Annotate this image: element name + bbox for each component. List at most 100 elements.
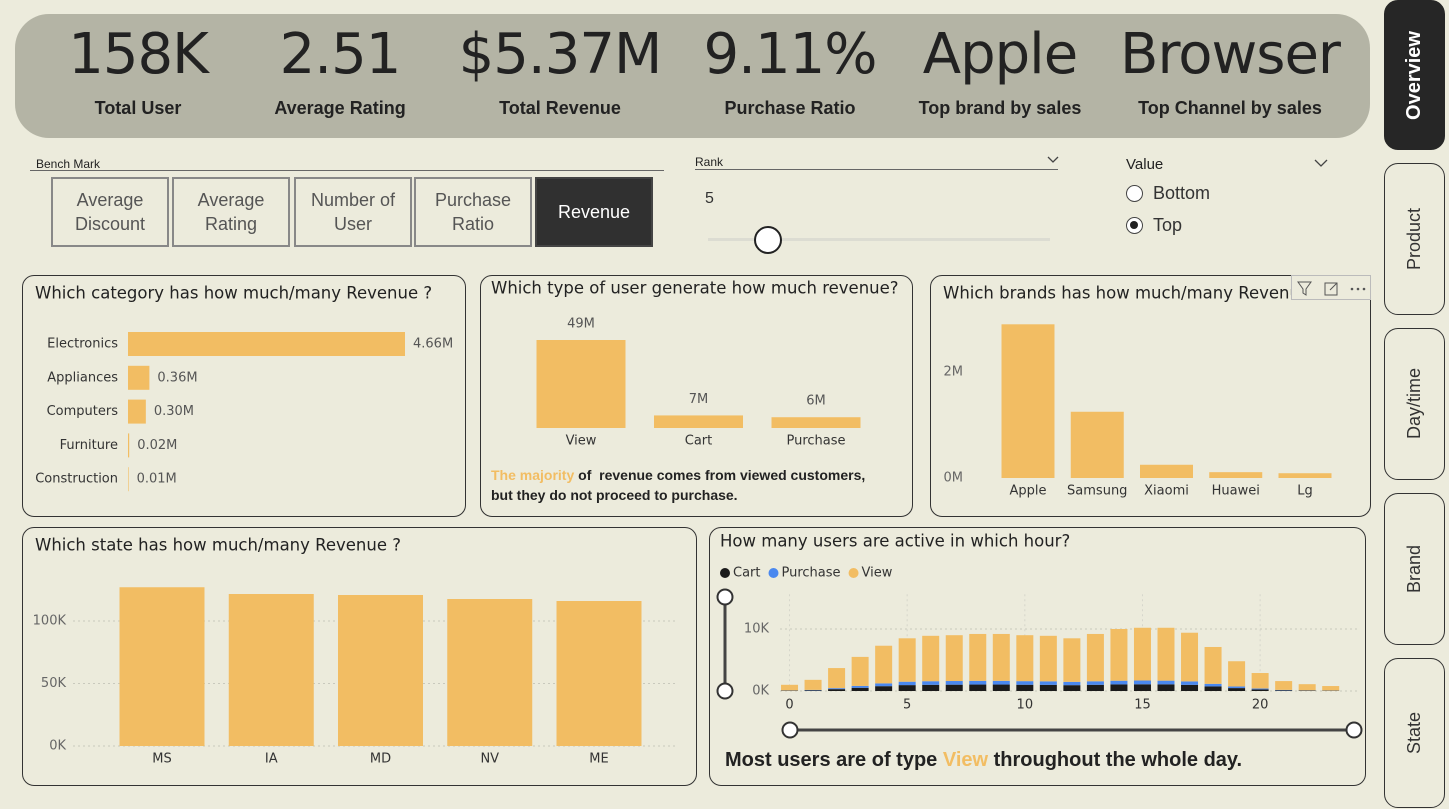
nav-tab[interactable]: Overview	[1384, 0, 1445, 150]
x-tick-label: 10	[1017, 698, 1034, 713]
slider-handle[interactable]	[781, 721, 799, 739]
slider-handle[interactable]	[716, 682, 734, 700]
bar	[556, 601, 642, 746]
bar-segment	[945, 635, 963, 682]
bar-segment	[1157, 684, 1175, 691]
slider-value: 5	[705, 190, 714, 207]
slicer-button[interactable]: Average Rating	[172, 177, 290, 247]
slider-knob[interactable]	[754, 226, 782, 254]
kpi-value: 2.51	[279, 22, 402, 87]
slicer-title: Bench Mark	[36, 157, 101, 171]
chart-title: Which category has how much/many Revenue…	[35, 284, 432, 303]
bar-segment	[875, 645, 893, 684]
chart-title: Which state has how much/many Revenue ?	[35, 536, 401, 555]
slider-handle[interactable]	[1345, 721, 1363, 739]
nav-tab[interactable]: Product	[1384, 163, 1445, 315]
bar-segment	[992, 684, 1010, 691]
x-tick-label: Apple	[1009, 484, 1046, 499]
bar-segment	[945, 684, 963, 691]
annotation: but they do not proceed to purchase.	[491, 487, 738, 503]
chart-title: Which brands has how much/many Revenue ?	[943, 284, 1324, 303]
bar-segment	[828, 688, 846, 690]
bar-segment	[1110, 629, 1128, 681]
category-label: Electronics	[47, 337, 118, 352]
x-tick-label: Xiaomi	[1144, 484, 1189, 499]
kpi-label: Average Rating	[274, 98, 406, 118]
x-tick-label: IA	[265, 752, 278, 767]
bar-segment	[1181, 681, 1199, 685]
bar-segment	[992, 633, 1010, 681]
dropdown-chevron[interactable]	[1313, 158, 1329, 168]
x-tick-label: ME	[589, 752, 608, 767]
x-tick-label: NV	[480, 752, 499, 767]
bar	[128, 365, 150, 390]
radio-label: Bottom	[1153, 183, 1211, 203]
value-label: 0.02M	[137, 438, 177, 453]
bar-segment	[1110, 680, 1128, 685]
annotation-part: Most users are of type	[725, 749, 943, 771]
annotation-part: View	[943, 749, 989, 771]
chart-panel: How many users are active in which hour?…	[709, 527, 1366, 786]
bar-segment	[804, 679, 822, 690]
annotation-part: The majority	[491, 467, 574, 483]
chart: Which type of user generate how much rev…	[491, 279, 899, 503]
radio-button[interactable]	[1126, 217, 1143, 234]
bar	[1001, 324, 1055, 478]
bar-segment	[781, 684, 799, 691]
bar-segment	[1133, 627, 1151, 681]
slicer-button[interactable]: Purchase Ratio	[414, 177, 532, 247]
dropdown-chevron[interactable]	[1046, 155, 1060, 165]
y-tick-label: 0M	[944, 471, 964, 486]
chart-panel: Which state has how much/many Revenue ? 0…	[22, 527, 697, 786]
x-tick-label: 20	[1252, 698, 1269, 713]
radio-dot	[1130, 221, 1138, 229]
bar-segment	[1275, 681, 1293, 690]
radio-label: Top	[1153, 215, 1183, 235]
y-tick-label: 0K	[49, 739, 66, 754]
legend-marker	[720, 568, 730, 578]
value-label: 0.01M	[137, 472, 177, 487]
legend-marker	[848, 568, 859, 578]
value-label: 0.36M	[157, 370, 197, 385]
bar-segment	[1063, 638, 1081, 682]
radio-button[interactable]	[1126, 185, 1143, 202]
bar-segment	[1086, 681, 1104, 685]
bar-segment	[1039, 635, 1057, 682]
visual-header-icons[interactable]	[1292, 276, 1372, 301]
chart-title: How many users are active in which hour?	[720, 532, 1070, 551]
nav-tab-label: Product	[1404, 207, 1424, 271]
nav-tab[interactable]: State	[1384, 658, 1445, 808]
slicer-button[interactable]: Number of User	[294, 177, 412, 247]
y-tick-label: 0K	[752, 684, 769, 699]
bar	[128, 399, 146, 424]
slicer-button[interactable]: Revenue	[535, 177, 653, 247]
category-label: Appliances	[47, 370, 118, 385]
chart-title: Which type of user generate how much rev…	[491, 279, 899, 298]
slicer-underline	[30, 170, 664, 171]
chart: How many users are active in which hour?…	[716, 532, 1363, 771]
y-tick-label: 10K	[744, 622, 770, 637]
bar-segment	[1016, 681, 1034, 685]
nav-tab[interactable]: Brand	[1384, 493, 1445, 645]
legend-label: View	[862, 566, 893, 581]
slicer-title: Rank	[695, 155, 724, 169]
bar	[1140, 464, 1193, 478]
bar	[119, 587, 205, 746]
slider-track	[708, 238, 1050, 241]
nav-tab-label: Day/time	[1404, 368, 1424, 440]
bar	[228, 594, 314, 746]
kpi-value: $5.37M	[458, 22, 663, 87]
kpi-label: Total Revenue	[499, 98, 621, 118]
bar	[447, 599, 533, 746]
x-tick-label: Samsung	[1067, 484, 1127, 499]
bar-segment	[992, 680, 1010, 685]
slicer-button[interactable]: Average Discount	[51, 177, 169, 247]
bar	[1070, 411, 1124, 478]
bar-segment	[1039, 681, 1057, 685]
legend-label: Cart	[733, 566, 761, 581]
slider-handle[interactable]	[716, 588, 734, 606]
slicer-title: Value	[1126, 156, 1164, 173]
bar	[771, 417, 861, 428]
nav-tab[interactable]: Day/time	[1384, 328, 1445, 480]
bar-segment	[1133, 684, 1151, 691]
